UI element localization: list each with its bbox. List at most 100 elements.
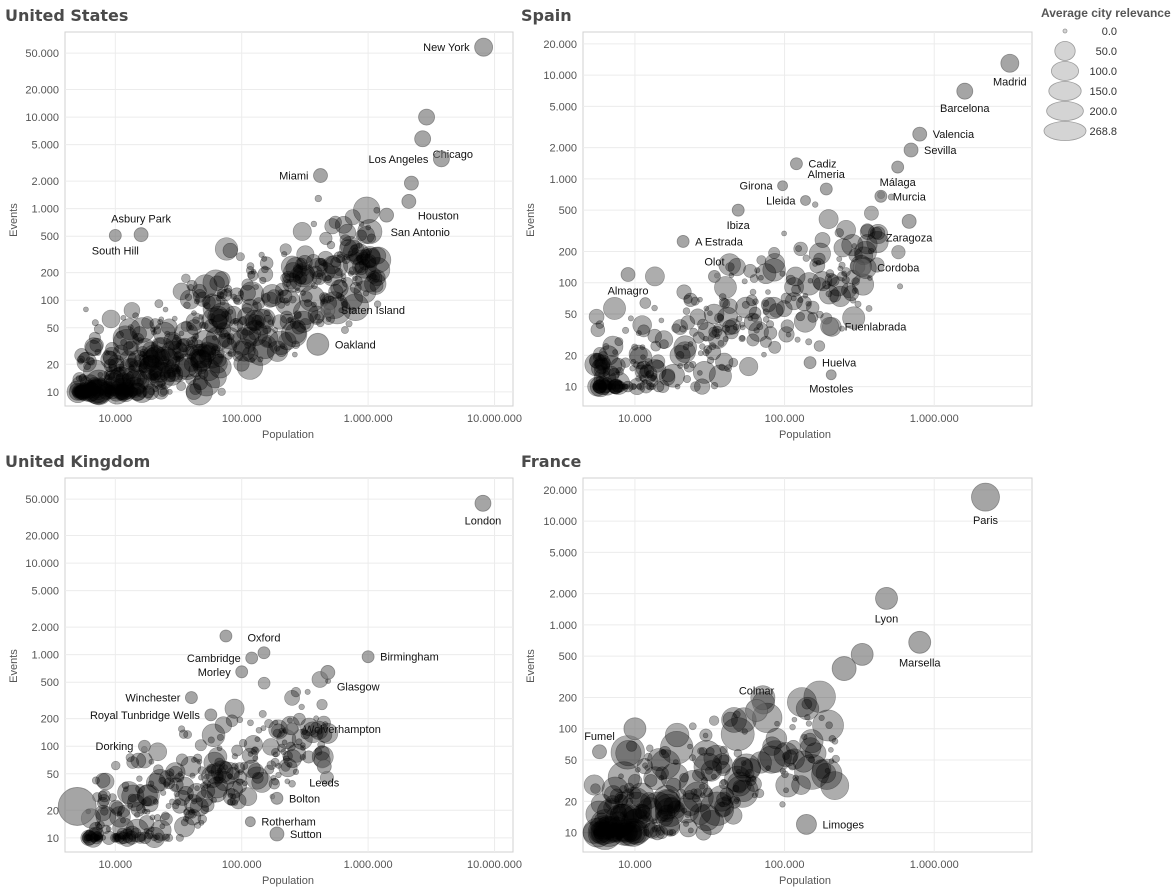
size-legend: Average city relevance 0.050.0100.0150.0… (1041, 6, 1171, 141)
city-point (650, 354, 666, 369)
city-point (791, 716, 798, 723)
city-point (325, 275, 332, 281)
city-point (324, 275, 333, 284)
city-point (791, 775, 811, 795)
city-point (620, 357, 631, 368)
city-point (279, 343, 286, 349)
city-point (834, 228, 844, 238)
city-point (158, 776, 166, 785)
city-point (92, 385, 100, 394)
city-point (281, 739, 288, 746)
city-point (600, 382, 607, 388)
city-point (254, 736, 261, 743)
city-point (214, 757, 224, 768)
city-point (270, 757, 280, 767)
city-point (119, 350, 137, 367)
city-point (841, 267, 851, 277)
city-point (232, 318, 239, 324)
city-point (698, 747, 708, 756)
city-point (210, 308, 232, 330)
y-tick-label: 100 (559, 278, 577, 290)
city-point (638, 364, 658, 384)
city-point (169, 798, 176, 805)
y-tick-label: 1.000 (549, 174, 577, 186)
city-point (195, 291, 211, 307)
city-point (162, 306, 169, 313)
city-point (775, 300, 793, 318)
city-point (608, 829, 616, 836)
city-point (192, 316, 200, 324)
city-point (123, 369, 149, 395)
city-point (334, 216, 353, 234)
x-axis-label: Population (779, 875, 831, 887)
city-point (113, 363, 127, 377)
city-point-highlighted (257, 646, 271, 660)
y-tick-label: 10 (565, 382, 577, 394)
city-point (104, 369, 125, 390)
y-tick-label: 10.000 (25, 558, 59, 570)
city-point (594, 354, 611, 371)
city-point (593, 815, 625, 847)
city-point (214, 771, 235, 791)
legend-item-label: 100.0 (1089, 66, 1117, 78)
city-point (120, 817, 126, 824)
city-point (114, 832, 125, 843)
city-point (129, 317, 156, 343)
city-point (298, 703, 305, 711)
city-point (348, 266, 357, 275)
city-point (796, 295, 812, 312)
city-point (113, 344, 129, 361)
city-point (108, 387, 118, 397)
city-point (804, 742, 827, 765)
city-point (347, 270, 354, 277)
city-point (618, 829, 625, 836)
city-point (187, 340, 195, 348)
city-point (160, 383, 167, 389)
city-point (797, 272, 821, 296)
city-point (216, 349, 226, 359)
city-point (647, 748, 671, 772)
city-point (342, 277, 353, 288)
city-point (127, 350, 150, 372)
city-point (838, 325, 845, 332)
city-label: Limoges (822, 819, 864, 831)
city-point-highlighted (306, 332, 330, 356)
city-point (598, 351, 609, 362)
city-point (339, 239, 358, 258)
city-point (300, 745, 306, 751)
city-point (238, 290, 244, 296)
city-point (688, 722, 697, 731)
city-point (239, 281, 264, 306)
city-point (589, 821, 612, 844)
city-point (304, 688, 311, 695)
city-point (172, 802, 180, 810)
y-axis-label: Events (525, 203, 537, 237)
city-point (725, 262, 735, 272)
city-point (102, 350, 118, 366)
city-point (213, 271, 231, 289)
city-point (152, 385, 159, 392)
city-point (201, 723, 226, 747)
city-point (733, 710, 741, 719)
city-point (168, 371, 176, 379)
city-point (663, 796, 681, 814)
city-point (185, 374, 197, 385)
city-point (104, 384, 120, 400)
city-point (697, 747, 705, 755)
city-point (292, 265, 314, 288)
city-point (261, 336, 272, 347)
city-point (803, 680, 836, 713)
city-point (605, 822, 625, 843)
city-point (612, 828, 621, 837)
city-point (187, 809, 197, 819)
y-tick-label: 20 (565, 796, 577, 808)
city-point (272, 728, 282, 738)
city-point (284, 690, 300, 706)
city-point (602, 343, 610, 350)
city-point (192, 283, 207, 299)
city-point (180, 320, 192, 332)
city-point (745, 768, 755, 779)
city-point (186, 336, 199, 349)
city-point (173, 351, 185, 363)
city-point (114, 388, 121, 395)
